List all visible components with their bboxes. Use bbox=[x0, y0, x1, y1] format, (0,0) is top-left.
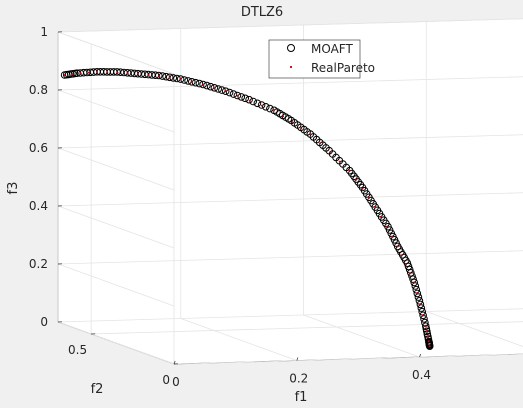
y-tick-label: 0.5 bbox=[68, 343, 87, 357]
realpareto-point bbox=[422, 314, 424, 316]
realpareto-point bbox=[309, 133, 311, 135]
realpareto-point bbox=[148, 74, 150, 76]
realpareto-point bbox=[72, 73, 74, 75]
z-tick-label: 0.6 bbox=[29, 141, 48, 155]
z-tick-label: 1 bbox=[40, 25, 48, 39]
realpareto-point bbox=[428, 340, 430, 342]
realpareto-point bbox=[261, 105, 263, 107]
realpareto-point bbox=[80, 72, 82, 74]
realpareto-point bbox=[282, 115, 284, 117]
left-wall-panel bbox=[58, 32, 174, 364]
realpareto-point bbox=[237, 95, 239, 97]
z-axis-label: f3 bbox=[6, 182, 21, 195]
realpareto-point bbox=[419, 303, 421, 305]
realpareto-point bbox=[191, 81, 193, 83]
realpareto-point bbox=[391, 236, 393, 238]
realpareto-point bbox=[106, 71, 108, 73]
realpareto-point bbox=[405, 263, 407, 265]
realpareto-point bbox=[169, 77, 171, 79]
x-tick-label: 0.2 bbox=[289, 372, 308, 386]
realpareto-point bbox=[329, 151, 331, 153]
realpareto-point bbox=[339, 161, 341, 163]
legend-marker-realpareto bbox=[290, 66, 292, 68]
realpareto-point bbox=[117, 72, 119, 74]
realpareto-point bbox=[386, 226, 388, 228]
z-tick-label: 0.8 bbox=[29, 83, 48, 97]
realpareto-point bbox=[249, 100, 251, 102]
realpareto-point bbox=[158, 75, 160, 77]
realpareto-point bbox=[202, 84, 204, 86]
y-tick-label: 0 bbox=[162, 373, 170, 387]
realpareto-point bbox=[426, 330, 428, 332]
legend-label-realpareto: RealPareto bbox=[311, 61, 375, 75]
realpareto-point bbox=[368, 197, 370, 199]
realpareto-point bbox=[96, 71, 98, 73]
realpareto-point bbox=[416, 292, 418, 294]
realpareto-point bbox=[127, 72, 129, 74]
realpareto-point bbox=[425, 325, 427, 327]
realpareto-point bbox=[88, 72, 90, 74]
legend: MOAFT RealPareto bbox=[269, 40, 375, 78]
realpareto-point bbox=[374, 206, 376, 208]
realpareto-point bbox=[319, 142, 321, 144]
realpareto-point bbox=[180, 78, 182, 80]
realpareto-point bbox=[429, 345, 431, 347]
realpareto-point bbox=[64, 74, 66, 76]
realpareto-point bbox=[225, 90, 227, 92]
x-tick-label: 0.4 bbox=[412, 368, 431, 382]
z-tick-label: 0 bbox=[40, 315, 48, 329]
realpareto-point bbox=[137, 73, 139, 75]
realpareto-point bbox=[300, 127, 302, 129]
realpareto-point bbox=[401, 254, 403, 256]
z-tick-label: 0.2 bbox=[29, 257, 48, 271]
realpareto-point bbox=[397, 245, 399, 247]
realpareto-point bbox=[427, 335, 429, 337]
z-tick-label: 0.4 bbox=[29, 199, 48, 213]
realpareto-point bbox=[362, 188, 364, 190]
legend-label-moaft: MOAFT bbox=[311, 42, 353, 56]
realpareto-point bbox=[349, 170, 351, 172]
x-axis-label: f1 bbox=[295, 390, 308, 405]
chart-title: DTLZ6 bbox=[241, 5, 283, 20]
realpareto-point bbox=[409, 272, 411, 274]
realpareto-point bbox=[213, 87, 215, 89]
x-tick-label: 0 bbox=[172, 375, 180, 389]
realpareto-point bbox=[355, 179, 357, 181]
realpareto-point bbox=[413, 281, 415, 283]
realpareto-point bbox=[291, 121, 293, 123]
y-axis-label: f2 bbox=[91, 382, 104, 397]
realpareto-point bbox=[380, 216, 382, 218]
realpareto-point bbox=[273, 109, 275, 111]
